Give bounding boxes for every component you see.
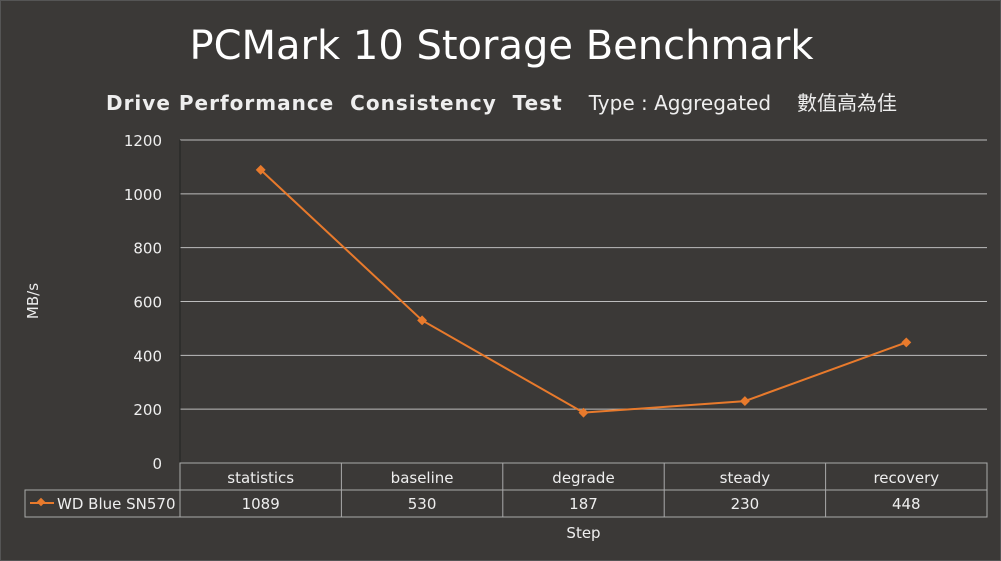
x-axis-label: Step: [566, 524, 600, 542]
y-tick-label: 0: [152, 455, 162, 473]
y-tick-label: 200: [133, 401, 162, 419]
subtitle-note: 數值高為佳: [797, 91, 898, 115]
data-point: [739, 396, 750, 407]
x-category-label: baseline: [391, 469, 454, 487]
data-table-value: 1089: [242, 495, 280, 513]
data-point: [255, 164, 266, 175]
data-table-value: 448: [892, 495, 921, 513]
legend-marker-icon: [36, 497, 46, 507]
data-point: [417, 315, 428, 326]
series-line: [260, 169, 907, 414]
subtitle-type: Type : Aggregated: [588, 91, 772, 115]
x-category-label: statistics: [227, 469, 294, 487]
data-table-value: 187: [569, 495, 598, 513]
y-tick-label: 1000: [124, 186, 162, 204]
data-point: [578, 407, 589, 418]
data-point: [901, 337, 912, 348]
x-category-label: steady: [720, 469, 771, 487]
subtitle-test: Drive Performance Consistency Test: [105, 91, 563, 115]
y-axis-label: MB/s: [24, 283, 42, 319]
y-tick-label: 400: [133, 347, 162, 365]
y-tick-label: 600: [133, 294, 162, 312]
y-tick-label: 800: [133, 240, 162, 258]
chart-subtitle: Drive Performance Consistency Test Type :…: [1, 87, 1000, 116]
legend-series-name: WD Blue SN570: [57, 495, 175, 513]
x-category-label: recovery: [873, 469, 939, 487]
data-table-row-border: [24, 489, 988, 518]
y-tick-label: 1200: [124, 132, 162, 150]
data-table-value: 230: [731, 495, 760, 513]
chart-title: PCMark 10 Storage Benchmark: [189, 23, 814, 69]
data-table-value: 530: [408, 495, 437, 513]
x-category-label: degrade: [552, 469, 614, 487]
